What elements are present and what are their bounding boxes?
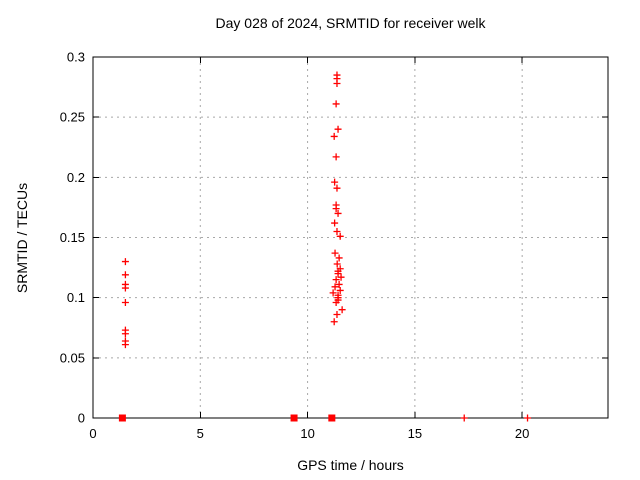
data-point-plus — [524, 414, 532, 422]
data-point-plus — [331, 219, 339, 227]
data-point-plus — [338, 306, 346, 314]
chart-title: Day 028 of 2024, SRMTID for receiver wel… — [215, 15, 486, 31]
data-point-plus — [335, 254, 343, 262]
data-point-plus — [331, 178, 339, 186]
data-point-plus — [336, 232, 344, 240]
data-point-plus — [336, 286, 344, 294]
data-point-plus — [329, 289, 337, 297]
data-point-plus — [333, 227, 341, 235]
data-point-plus — [121, 330, 129, 338]
data-point-plus — [332, 153, 340, 161]
data-point-plus — [331, 249, 339, 257]
y-tick-label: 0.1 — [67, 290, 85, 305]
x-tick-label: 10 — [300, 426, 314, 441]
data-point-plus — [334, 209, 342, 217]
data-point-plus — [121, 341, 129, 349]
data-point-plus — [121, 298, 129, 306]
y-tick-label: 0.3 — [67, 50, 85, 65]
x-tick-label: 15 — [408, 426, 422, 441]
data-point-plus — [333, 311, 341, 319]
data-point-plus — [121, 258, 129, 266]
data-point-plus — [332, 205, 340, 213]
data-point-plus — [333, 184, 341, 192]
y-tick-label: 0 — [78, 411, 85, 426]
x-tick-label: 0 — [89, 426, 96, 441]
plot-border — [92, 56, 609, 419]
data-point-plus — [334, 125, 342, 133]
data-point-plus — [333, 79, 341, 87]
data-point-plus — [337, 273, 345, 281]
x-tick-label: 5 — [197, 426, 204, 441]
y-tick-label: 0.2 — [67, 170, 85, 185]
data-point-plus — [332, 276, 340, 284]
data-point-plus — [331, 283, 339, 291]
data-point-plus — [335, 280, 343, 288]
y-tick-label: 0.05 — [60, 350, 85, 365]
y-tick-label: 0.25 — [60, 110, 85, 125]
y-axis-label: SRMTID / TECUs — [14, 182, 30, 294]
x-axis-label: GPS time / hours — [297, 457, 404, 473]
data-point-plus — [332, 100, 340, 108]
data-point-plus — [460, 414, 468, 422]
data-point-square — [290, 414, 298, 422]
data-point-square — [118, 414, 126, 422]
data-point-plus — [121, 271, 129, 279]
data-point-square — [328, 414, 336, 422]
data-point-plus — [334, 270, 342, 278]
data-point-plus — [330, 318, 338, 326]
data-point-plus — [121, 284, 129, 292]
y-tick-label: 0.15 — [60, 230, 85, 245]
data-point-plus — [330, 132, 338, 140]
x-tick-label: 20 — [515, 426, 529, 441]
data-point-plus — [333, 260, 341, 268]
data-point-plus — [332, 298, 340, 306]
